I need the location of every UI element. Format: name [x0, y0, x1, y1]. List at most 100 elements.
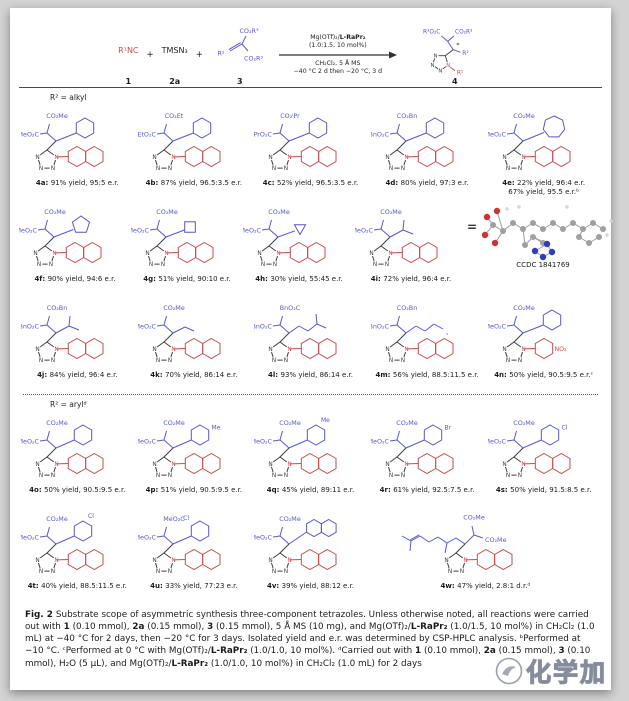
svg-text:N: N [55, 558, 59, 564]
svg-text:N: N [521, 462, 525, 468]
svg-text:CO₂Me: CO₂Me [485, 536, 507, 544]
svg-text:N: N [156, 569, 160, 575]
svg-text:N: N [168, 358, 172, 364]
compound-cell-4p: NNNNCO₂MeMeO₂CMe4p: 51% yield, 90.5:9.5 … [136, 410, 253, 506]
svg-text:N: N [51, 166, 55, 172]
svg-text:Br: Br [445, 425, 452, 432]
svg-text:ⁱPrO₂C: ⁱPrO₂C [254, 131, 273, 139]
svg-text:N: N [460, 569, 464, 575]
svg-text:R³O₂C: R³O₂C [423, 29, 440, 36]
svg-text:N: N [164, 251, 168, 257]
svg-text:N: N [39, 569, 43, 575]
svg-text:MeO₂C: MeO₂C [138, 534, 157, 542]
svg-text:CO₂R³: CO₂R³ [244, 55, 263, 63]
svg-text:N: N [156, 473, 160, 479]
svg-text:N: N [152, 155, 156, 161]
svg-text:N: N [145, 251, 149, 257]
structure-4s: NNNNCO₂MeMeO₂CCl [488, 419, 571, 479]
svg-text:MeO₂C: MeO₂C [488, 131, 507, 139]
structure-4i: NNNNCO₂MeMeO₂C [355, 208, 438, 268]
svg-text:MeO₂C: MeO₂C [138, 438, 157, 446]
svg-text:CO₂Me: CO₂Me [464, 514, 486, 522]
svg-text:Me: Me [321, 417, 330, 424]
svg-text:Me: Me [211, 425, 220, 432]
svg-text:R²: R² [217, 50, 224, 58]
svg-text:MeO₂C: MeO₂C [371, 438, 390, 446]
compound-label: 4b: 87% yield, 96.5:3.5 e.r. [145, 179, 243, 187]
svg-text:N: N [288, 155, 292, 161]
svg-text:N: N [55, 155, 59, 161]
reaction-arrow [278, 51, 397, 59]
svg-text:N: N [156, 358, 160, 364]
svg-text:CO₂Et: CO₂Et [165, 112, 184, 120]
compound-label: 4o: 50% yield, 90.5:9.5 e.r. [29, 486, 126, 494]
figure-card: R¹NC 1 + TMSN₃ 2a + CO₂R³ R² CO₂R³ 3 Mg(… [10, 8, 613, 690]
svg-text:N: N [502, 347, 506, 353]
svg-text:N: N [168, 166, 172, 172]
svg-text:CO₂R³: CO₂R³ [239, 27, 258, 35]
svg-text:N: N [168, 473, 172, 479]
svg-text:N: N [517, 473, 521, 479]
structure-4f: NNNNCO₂MeMeO₂C [19, 208, 102, 268]
svg-text:N: N [284, 358, 288, 364]
compound-label: 4w: 47% yield, 2.8:1 d.r.ᵈ [440, 582, 531, 590]
svg-text:CO₂Me: CO₂Me [396, 419, 418, 427]
svg-text:N: N [389, 358, 393, 364]
equals-sign: = [467, 220, 478, 234]
svg-text:N: N [517, 166, 521, 172]
svg-text:CO₂Me: CO₂Me [513, 419, 535, 427]
plus-sign: + [195, 50, 203, 60]
svg-text:N: N [506, 358, 510, 364]
svg-text:CO₂Me: CO₂Me [163, 304, 185, 312]
compound-number-4: 4 [452, 77, 458, 86]
svg-text:N: N [55, 462, 59, 468]
svg-text:N: N [385, 262, 389, 268]
compound-cell-4u: NNNNMeO₂CMeO₂CCl4u: 33% yield, 77:23 e.r… [136, 506, 253, 602]
reagent-2a-formula: TMSN₃ [161, 46, 188, 55]
svg-text:BnO₂C: BnO₂C [254, 323, 273, 331]
structure-4u: NNNNMeO₂CMeO₂CCl [138, 515, 221, 575]
svg-text:N: N [273, 262, 277, 268]
svg-text:N: N [156, 166, 160, 172]
structure-4m: NNNNCO₂BnBnO₂C₃ [371, 304, 454, 364]
structure-4k: NNNNCO₂MeMeO₂C [138, 304, 221, 364]
svg-text:CO₂Bn: CO₂Bn [47, 304, 68, 312]
svg-text:N: N [502, 462, 506, 468]
svg-text:N: N [388, 251, 392, 257]
svg-text:BnO₂C: BnO₂C [371, 323, 390, 331]
svg-text:N: N [39, 166, 43, 172]
svg-text:N: N [37, 262, 41, 268]
svg-text:N: N [288, 462, 292, 468]
compound-row-5: NNNNCO₂MeMeO₂CCl4t: 40% yield, 88.5:11.5… [10, 506, 611, 602]
svg-text:MeO₂C: MeO₂C [163, 515, 185, 523]
svg-text:CO₂Me: CO₂Me [280, 419, 302, 427]
svg-text:N: N [433, 54, 437, 60]
svg-text:N: N [404, 155, 408, 161]
compound-cell-4d: NNNNCO₂BnBnO₂C4d: 80% yield, 97:3 e.r. [369, 103, 486, 199]
structure-4d: NNNNCO₂BnBnO₂C [371, 112, 454, 172]
svg-text:EtO₂C: EtO₂C [138, 131, 157, 139]
section-label-aryl: R² = arylᵈ [50, 400, 87, 409]
svg-text:N: N [51, 569, 55, 575]
reactant-isocyanide: R¹NC 1 [118, 24, 138, 86]
svg-text:BnO₂C: BnO₂C [371, 131, 390, 139]
compound-number-1: 1 [125, 77, 132, 86]
svg-text:N: N [171, 347, 175, 353]
svg-text:Cl: Cl [183, 515, 189, 522]
svg-text:CO₂Me: CO₂Me [513, 112, 535, 120]
svg-text:N: N [438, 69, 442, 75]
compound-cell-4b: N N N N CO₂Et EtO₂C 4b: 87% yield, 96.5:3.5 e.… [136, 103, 253, 199]
svg-text:MeO₂C: MeO₂C [21, 131, 40, 139]
compound-row-2: NNNNCO₂MeMeO₂C4f: 90% yield, 94:6 e.r.NN… [10, 199, 613, 295]
svg-text:N: N [161, 262, 165, 268]
compound-label: 4l: 93% yield, 86:14 e.r. [268, 371, 353, 379]
svg-text:N: N [506, 473, 510, 479]
svg-text:BnO₂C: BnO₂C [280, 304, 301, 312]
compound-label: 4i: 72% yield, 96:4 e.r. [370, 275, 452, 283]
svg-text:N: N [272, 473, 276, 479]
svg-text:N: N [36, 155, 40, 161]
svg-text:N: N [39, 358, 43, 364]
reaction-arrow-block: Mg(OTf)₂/L-RaPr₂ (1.0:1.5, 10 mol%) CH₂C… [277, 24, 399, 86]
structure-4l: NNNNBnO₂CBnO₂C [254, 304, 337, 364]
svg-text:N: N [152, 347, 156, 353]
